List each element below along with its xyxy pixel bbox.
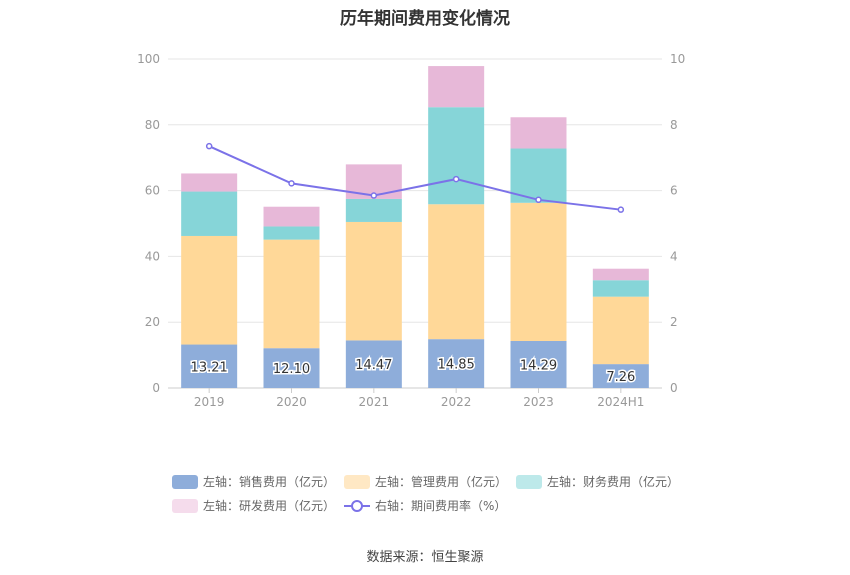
bar[interactable] bbox=[592, 364, 649, 388]
legend-label-rnd: 左轴：研发费用（亿元） bbox=[203, 499, 336, 513]
bar[interactable] bbox=[592, 268, 649, 281]
bar-series bbox=[181, 66, 649, 388]
line-point[interactable] bbox=[617, 206, 625, 213]
y-right-tick-label: 4 bbox=[670, 249, 678, 263]
legend-label-admin: 左轴：管理费用（亿元） bbox=[375, 475, 508, 489]
y-right-tick-label: 8 bbox=[670, 118, 678, 132]
line-point[interactable] bbox=[288, 180, 295, 187]
bar-value-label: 12.10 bbox=[273, 362, 310, 377]
bar[interactable] bbox=[181, 235, 238, 345]
bar[interactable] bbox=[428, 66, 485, 108]
bar[interactable] bbox=[345, 221, 402, 341]
y-right-tick-label: 0 bbox=[670, 381, 678, 395]
axes: 0 20 40 60 80 100 0 2 4 6 8 10 2019 2020 2021 2022 2023 2… bbox=[137, 52, 685, 409]
legend-label-expense-rate: 右轴：期间费用率（%） bbox=[375, 499, 507, 513]
line-point[interactable] bbox=[370, 192, 378, 199]
y-left-tick-label: 20 bbox=[145, 315, 160, 329]
bar[interactable] bbox=[428, 204, 485, 340]
bar[interactable] bbox=[181, 173, 238, 192]
chart-title: 历年期间费用变化情况 bbox=[340, 9, 510, 29]
x-tick-label: 2024H1 bbox=[597, 395, 644, 409]
line-point[interactable] bbox=[205, 142, 213, 150]
y-left-tick-label: 60 bbox=[145, 184, 160, 198]
bar[interactable] bbox=[510, 202, 567, 341]
y-right-tick-label: 2 bbox=[670, 315, 678, 329]
legend-line-icon bbox=[344, 500, 370, 512]
legend-swatch-admin bbox=[344, 475, 370, 489]
bar[interactable] bbox=[510, 148, 567, 203]
legend-swatch-sales bbox=[172, 475, 198, 489]
bar[interactable] bbox=[510, 340, 567, 388]
bar[interactable] bbox=[592, 280, 649, 297]
bar[interactable] bbox=[263, 348, 320, 388]
x-tick-label: 2023 bbox=[523, 395, 554, 409]
y-left-tick-label: 0 bbox=[152, 381, 160, 395]
bar-value-label: 14.29 bbox=[520, 358, 557, 373]
legend-label-sales: 左轴：销售费用（亿元） bbox=[203, 475, 336, 489]
x-tick-label: 2019 bbox=[194, 395, 225, 409]
source-note: 数据来源：恒生聚源 bbox=[366, 550, 484, 565]
bar[interactable] bbox=[345, 198, 402, 222]
y-left-tick-label: 40 bbox=[145, 249, 160, 263]
line-point[interactable] bbox=[535, 196, 542, 204]
bar[interactable] bbox=[263, 206, 320, 227]
bar-value-label: 14.85 bbox=[438, 358, 475, 373]
y-left-tick-label: 100 bbox=[137, 52, 160, 66]
x-tick-label: 2022 bbox=[441, 395, 472, 409]
bar[interactable] bbox=[592, 296, 649, 365]
bar-value-label: 13.21 bbox=[191, 360, 228, 375]
bar-value-label: 14.47 bbox=[355, 358, 392, 373]
bar[interactable] bbox=[181, 191, 238, 236]
grid-lines bbox=[168, 58, 662, 389]
legend-label-finance: 左轴：财务费用（亿元） bbox=[547, 475, 680, 489]
x-tick-label: 2020 bbox=[276, 395, 307, 409]
y-right-tick-label: 6 bbox=[670, 184, 678, 198]
bar[interactable] bbox=[181, 344, 238, 388]
bar[interactable] bbox=[263, 239, 320, 349]
y-left-tick-label: 80 bbox=[145, 118, 160, 132]
bar[interactable] bbox=[345, 340, 402, 388]
bar[interactable] bbox=[263, 226, 320, 240]
bar-value-label: 7.26 bbox=[606, 370, 635, 385]
bar[interactable] bbox=[428, 339, 485, 388]
expense-rate-line bbox=[208, 145, 621, 211]
bar[interactable] bbox=[510, 117, 567, 149]
legend-swatch-finance bbox=[516, 475, 542, 489]
bar[interactable] bbox=[428, 107, 485, 205]
legend-swatch-rnd bbox=[172, 499, 198, 513]
line-series bbox=[205, 142, 625, 213]
x-tick-label: 2021 bbox=[359, 395, 390, 409]
y-right-tick-label: 10 bbox=[670, 52, 685, 66]
bar-value-labels: 13.21 12.10 14.47 14.85 14.29 7.26 bbox=[189, 356, 637, 386]
line-point[interactable] bbox=[452, 175, 460, 183]
